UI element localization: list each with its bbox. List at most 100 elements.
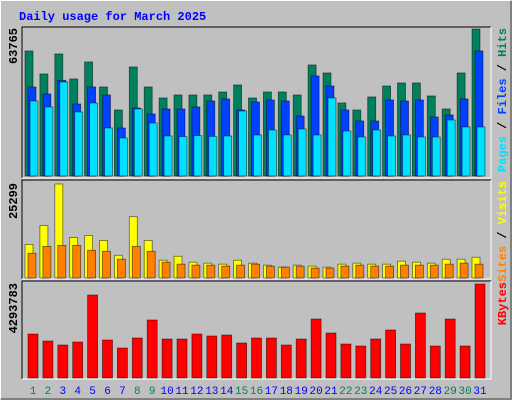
x-tick-label: 15	[235, 386, 248, 398]
bar	[253, 134, 262, 177]
bar	[400, 264, 409, 279]
bar	[414, 312, 426, 379]
bar	[459, 345, 471, 379]
legend-entry: Sites	[496, 246, 510, 282]
x-tick-label: 24	[369, 386, 383, 398]
bar	[461, 126, 471, 177]
bar	[87, 249, 96, 279]
bar	[385, 329, 397, 379]
bar	[310, 318, 322, 379]
x-tick-label: 27	[414, 386, 427, 398]
bar	[59, 81, 69, 177]
bar	[444, 318, 456, 379]
x-tick-label: 10	[160, 386, 173, 398]
bar	[161, 338, 173, 379]
bar	[325, 267, 335, 279]
x-tick-label: 4	[74, 386, 81, 398]
bar	[372, 129, 382, 177]
legend: Pages / Files / Hits	[496, 28, 510, 172]
bar	[312, 134, 322, 177]
bar	[429, 345, 441, 379]
y-tick-label: 25299	[7, 183, 21, 219]
bar	[327, 97, 337, 177]
bar	[117, 347, 128, 379]
bar	[474, 283, 486, 379]
bar	[72, 244, 82, 279]
bar	[163, 135, 173, 177]
bar	[176, 338, 188, 379]
plot-border-dark	[21, 179, 491, 279]
bar	[102, 250, 111, 279]
bar	[280, 266, 290, 279]
bar	[357, 136, 367, 177]
bar	[370, 338, 382, 379]
bar	[42, 340, 54, 379]
x-tick-label: 5	[89, 386, 96, 398]
bar	[87, 294, 98, 379]
bar	[325, 332, 337, 379]
bar	[193, 135, 203, 177]
bar	[355, 264, 365, 279]
bar	[251, 337, 262, 379]
bar	[27, 333, 39, 379]
x-tick-label: 18	[280, 386, 293, 398]
x-tick-label: 23	[354, 386, 367, 398]
bar	[295, 265, 305, 279]
x-tick-label: 31	[473, 386, 487, 398]
bar	[57, 244, 67, 279]
bar	[402, 134, 411, 177]
plot-border-light	[22, 180, 492, 280]
legend-entry: Hits	[496, 28, 510, 57]
bar	[387, 135, 397, 177]
x-tick-label: 16	[250, 386, 263, 398]
legend-separator: /	[496, 114, 510, 136]
bar	[385, 265, 395, 279]
x-tick-label: 12	[190, 386, 203, 398]
bar	[236, 342, 248, 379]
bar	[191, 264, 201, 279]
bar	[74, 111, 84, 177]
bar	[400, 343, 411, 379]
bar	[310, 267, 320, 279]
bar	[444, 263, 454, 279]
bar	[340, 343, 352, 379]
x-tick-label: 21	[324, 386, 338, 398]
x-tick-label: 28	[429, 386, 442, 398]
bar	[251, 263, 260, 279]
bar	[221, 334, 233, 379]
plot-border-light	[22, 27, 492, 179]
bar	[429, 264, 439, 279]
x-tick-label: 1	[30, 386, 37, 398]
plot-border-dark	[21, 280, 491, 379]
bar	[267, 129, 277, 177]
plot-border-light	[22, 281, 492, 380]
bar	[340, 265, 350, 279]
x-tick-label: 11	[175, 386, 189, 398]
legend-entry: Visits	[496, 181, 510, 224]
x-tick-label: 14	[220, 386, 234, 398]
bar	[57, 344, 69, 379]
bar	[431, 136, 441, 177]
y-tick-label: 63765	[7, 28, 21, 64]
bar	[161, 261, 171, 279]
bar	[44, 106, 54, 177]
x-tick-label: 22	[339, 386, 352, 398]
bar	[221, 265, 231, 279]
bar	[104, 127, 113, 177]
x-tick-label: 7	[119, 386, 126, 398]
bar	[223, 135, 233, 177]
x-tick-label: 26	[399, 386, 412, 398]
bar	[148, 122, 158, 177]
bar	[416, 136, 426, 177]
bar	[29, 100, 39, 177]
bar	[236, 264, 246, 279]
bar	[208, 135, 218, 177]
bar	[206, 335, 218, 379]
bar	[265, 265, 275, 279]
bar	[474, 263, 484, 279]
bar	[297, 128, 307, 177]
bar	[176, 263, 186, 279]
x-tick-label: 17	[265, 386, 278, 398]
y-tick-label: 4293783	[7, 283, 21, 333]
